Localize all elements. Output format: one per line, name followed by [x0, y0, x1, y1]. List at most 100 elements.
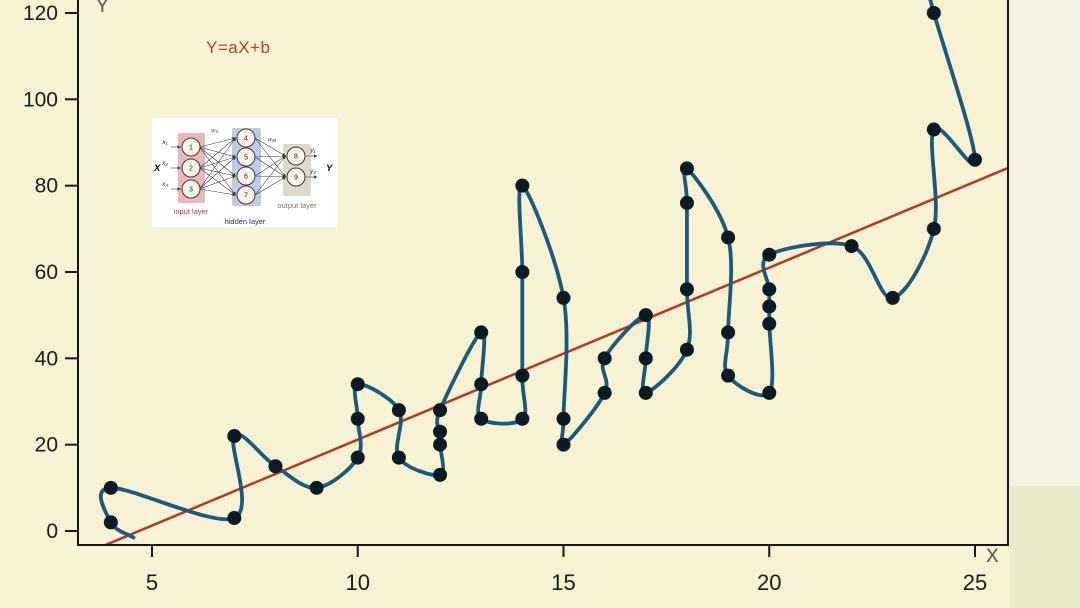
data-point — [474, 411, 489, 426]
axes — [77, 0, 1009, 546]
data-point — [679, 282, 694, 297]
data-point — [556, 290, 571, 305]
nn-input-node-number: 3 — [189, 187, 193, 194]
data-point — [721, 368, 736, 383]
data-point — [679, 195, 694, 210]
data-point — [721, 325, 736, 340]
y-tick-label: 120 — [23, 2, 58, 25]
nn-input-node — [181, 179, 201, 199]
nn-output-node — [286, 146, 306, 166]
data-point — [391, 450, 406, 465]
nn-hidden-node-number: 5 — [244, 155, 248, 162]
x-tick-label: 15 — [551, 570, 575, 595]
x-tick-label: 5 — [146, 570, 158, 595]
data-point — [268, 459, 283, 474]
y-tick-label: 100 — [23, 88, 58, 111]
x-tick-label: 10 — [346, 570, 370, 595]
x-tick-label: 20 — [757, 570, 781, 595]
nn-input-signal-label: x₃ — [161, 181, 168, 188]
nn-output-layer-caption: output layer — [277, 201, 317, 210]
data-point — [309, 480, 324, 495]
data-point — [474, 377, 489, 392]
data-point — [926, 122, 941, 137]
data-point — [762, 316, 777, 331]
nn-input-layer-caption: input layer — [174, 207, 209, 216]
data-point — [350, 411, 365, 426]
data-point — [433, 403, 448, 418]
y-tick-label: 40 — [35, 347, 58, 370]
y-axis-label: Y — [96, 0, 109, 17]
data-point — [638, 385, 653, 400]
data-point — [597, 385, 612, 400]
data-point — [679, 342, 694, 357]
nn-x-vector-label: X — [153, 163, 161, 174]
y-tick-label: 80 — [35, 175, 58, 198]
nn-input-signal-label: x₂ — [161, 160, 168, 167]
data-point — [350, 377, 365, 392]
data-point — [638, 308, 653, 323]
data-point — [515, 178, 530, 193]
data-point — [597, 351, 612, 366]
nn-hidden-node — [236, 147, 256, 167]
y-tick-label: 60 — [35, 261, 58, 284]
nn-hidden-node-number: 4 — [244, 136, 248, 143]
nn-output-node — [286, 167, 306, 187]
nn-hidden-node-number: 7 — [244, 193, 248, 200]
data-point — [103, 480, 118, 495]
nn-output-signal-label: y₂ — [309, 168, 316, 175]
data-point — [721, 230, 736, 245]
data-point — [433, 424, 448, 439]
outer-corner-patch — [1010, 486, 1080, 608]
x-tick-label: 25 — [963, 570, 987, 595]
data-point — [844, 239, 859, 254]
data-point — [926, 221, 941, 236]
regression-line — [105, 166, 1007, 544]
data-point — [679, 161, 694, 176]
data-point — [350, 450, 365, 465]
nn-output-node-number: 9 — [294, 175, 298, 182]
nn-input-node — [181, 137, 201, 157]
nn-hidden-node-number: 6 — [244, 174, 248, 181]
y-tick-label: 0 — [46, 520, 58, 543]
data-point — [103, 515, 118, 530]
overfit-curve — [98, 0, 977, 540]
nn-hidden-node — [236, 185, 256, 205]
data-point — [515, 368, 530, 383]
data-point — [391, 403, 406, 418]
data-point — [227, 511, 242, 526]
nn-y-vector-label: Y — [326, 163, 334, 174]
nn-hidden-node — [236, 128, 256, 148]
y-tick-label: 20 — [35, 434, 58, 457]
data-point — [515, 264, 530, 279]
data-point — [556, 411, 571, 426]
data-point — [762, 299, 777, 314]
data-point — [762, 385, 777, 400]
data-point — [474, 325, 489, 340]
data-point — [926, 5, 941, 20]
data-point — [762, 247, 777, 262]
data-point — [762, 282, 777, 297]
equation-label: Y=aX+b — [206, 38, 271, 57]
nn-hidden-node — [236, 166, 256, 186]
nn-output-node-number: 8 — [294, 154, 298, 161]
data-point — [638, 351, 653, 366]
data-point — [885, 290, 900, 305]
nn-input-signal-label: x₁ — [161, 139, 167, 146]
nn-input-node — [181, 158, 201, 178]
nn-connections — [171, 136, 318, 197]
data-point — [433, 437, 448, 452]
data-point — [227, 429, 242, 444]
data-point — [515, 411, 530, 426]
x-axis-label: X — [986, 546, 999, 567]
nn-output-signal-label: y₁ — [309, 147, 315, 154]
data-point — [433, 467, 448, 482]
data-point — [556, 437, 571, 452]
nn-weight-label: w₄₈ — [268, 137, 277, 143]
data-point — [968, 152, 982, 167]
nn-input-node-number: 2 — [189, 166, 193, 173]
nn-input-node-number: 1 — [189, 145, 193, 152]
nn-hidden-layer-caption: hidden layer — [225, 217, 266, 226]
